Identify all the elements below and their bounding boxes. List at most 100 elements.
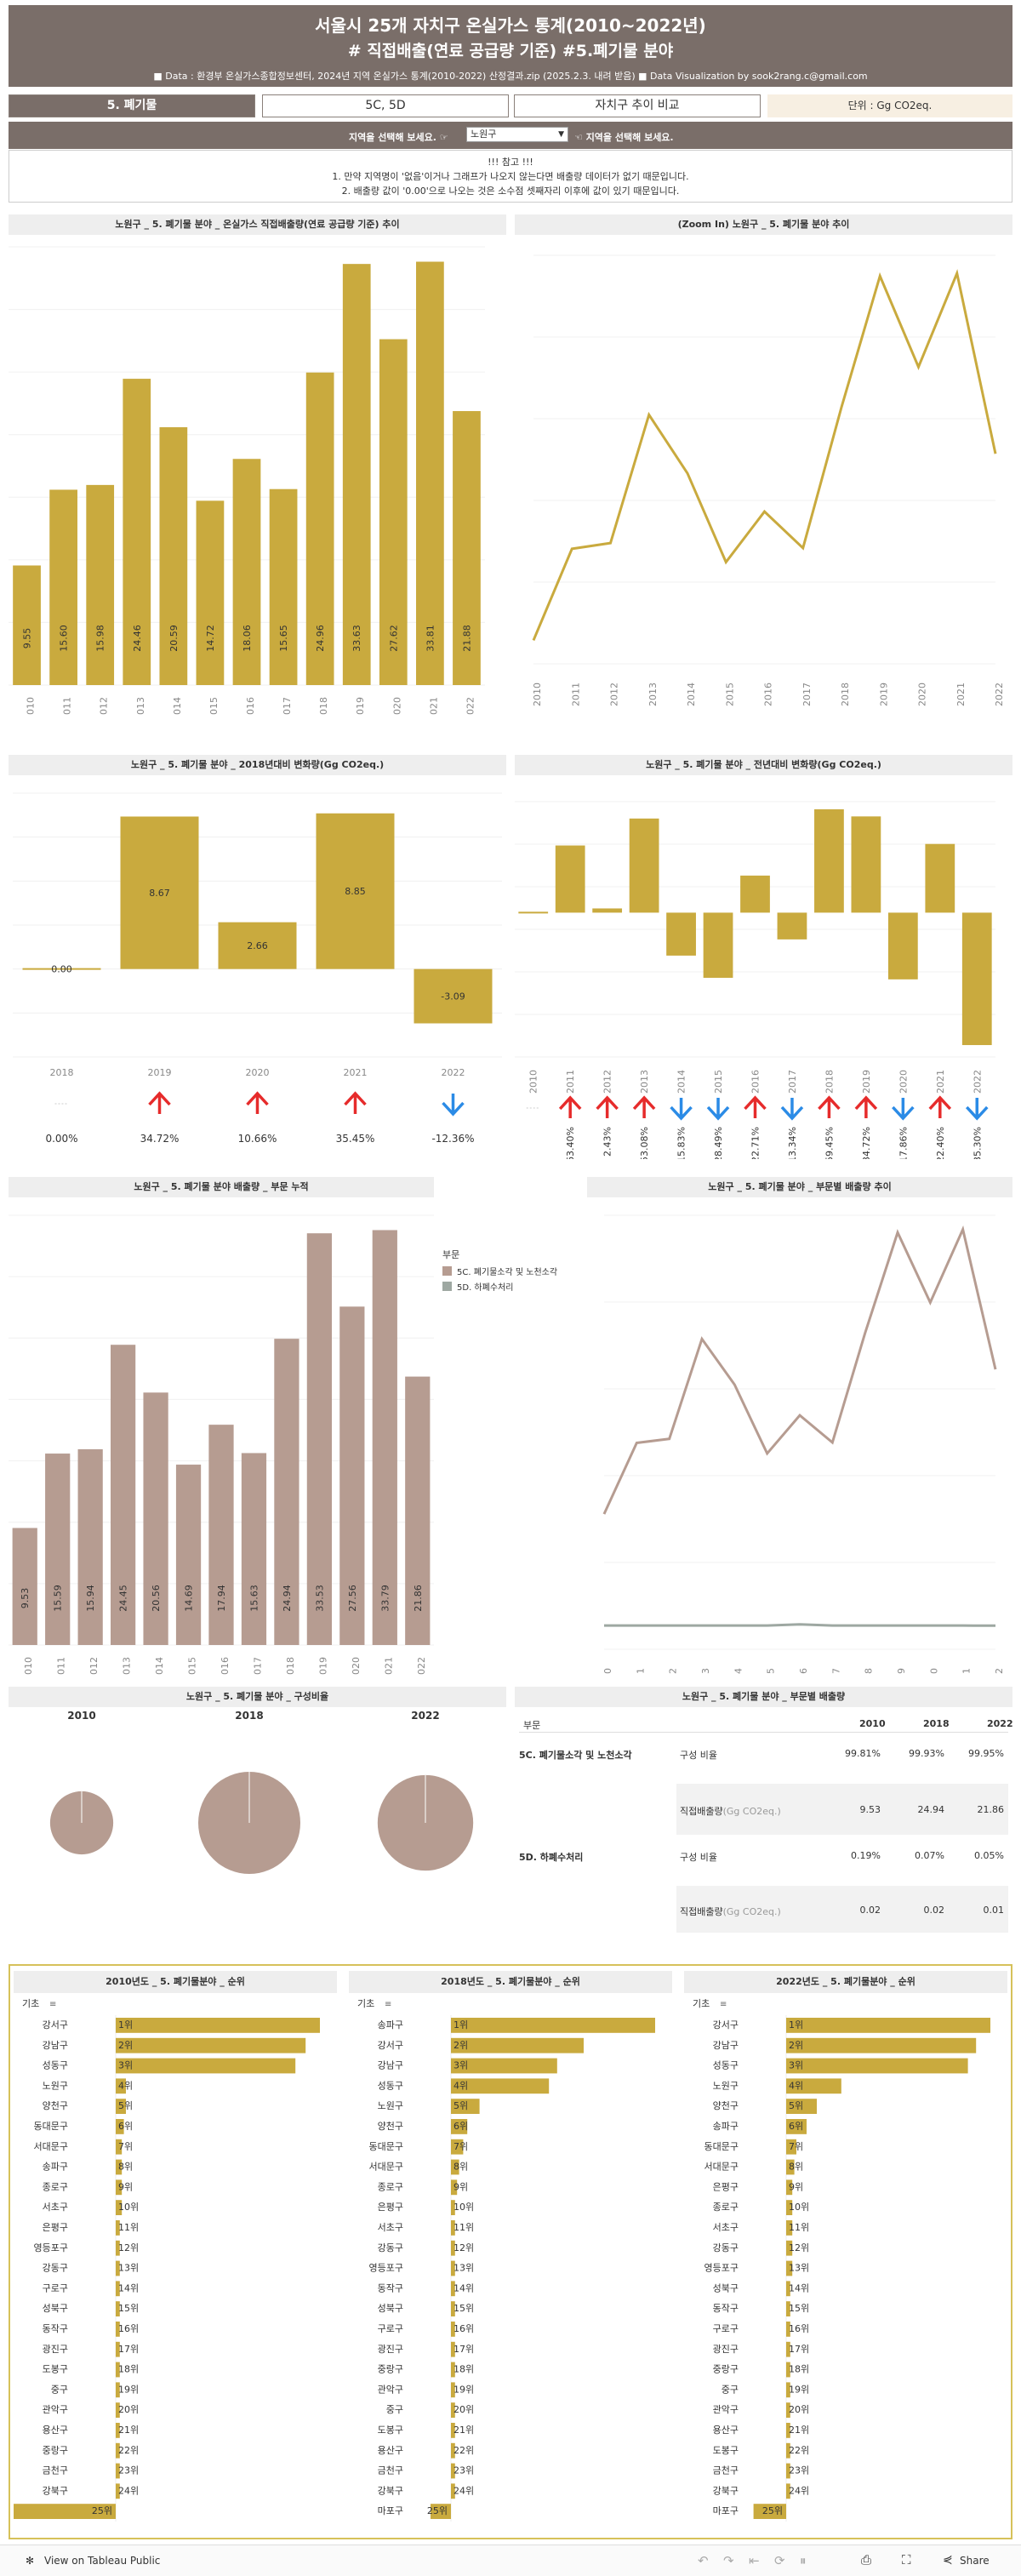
share-icon[interactable]: ⋞ <box>943 2553 953 2567</box>
bar-value-label: 15.59 <box>53 1585 64 1612</box>
x-tick-label: 2015 <box>724 683 735 706</box>
rank-district-label: 송파구 <box>713 2121 739 2132</box>
bar-value-label: 21.86 <box>413 1585 424 1612</box>
rank-label: 8위 <box>453 2162 468 2173</box>
data-source-note: ■ Data : 환경부 온실가스종합정보센터, 2024년 지역 온실가스 통… <box>153 71 868 82</box>
x-tick-label: 2021 <box>344 1067 368 1078</box>
view-on-tableau-link[interactable]: View on Tableau Public <box>44 2555 161 2567</box>
bar <box>453 411 481 685</box>
bar <box>777 912 807 940</box>
x-tick-label: 2015 <box>208 697 220 715</box>
bar-value-label: 20.56 <box>151 1585 162 1612</box>
table-cell: 99.81% <box>845 1748 881 1759</box>
rank-bar <box>786 2119 807 2134</box>
bar <box>372 1230 397 1645</box>
x-tick-label: 2017 <box>830 1668 841 1675</box>
rank-district-label: 영등포구 <box>34 2242 68 2253</box>
yoy-change-chart: 2010 2011 63.40% 2012 2.43% 2013 53.08% 2014 -15… <box>515 801 995 1159</box>
bar-value-label: 24.94 <box>282 1585 293 1612</box>
rank-district-label: 마포구 <box>713 2505 739 2516</box>
x-tick-label: 2018 <box>285 1657 296 1675</box>
x-tick-label: 2016 <box>750 1070 761 1094</box>
pct-change-label: -15.83% <box>676 1127 687 1159</box>
rank-bar <box>451 2119 468 2134</box>
rank-label: 10위 <box>453 2202 474 2213</box>
table-sector-5c: 5C. 폐기물소각 및 노천소각 <box>519 1750 632 1761</box>
rank-label: 6위 <box>453 2121 468 2132</box>
bar <box>316 813 395 969</box>
sector-trend-chart: 2010 2011 2012 2013 2014 2015 2016 2017 2018 2019… <box>602 1214 1005 1675</box>
rank-label: 17위 <box>118 2344 139 2355</box>
emissions-line-chart: 2010 2011 2012 2013 2014 2015 2016 2017 2018 2019… <box>532 254 1005 706</box>
rank-label: 5위 <box>789 2100 803 2111</box>
rank-bar <box>116 2362 120 2378</box>
download-icon[interactable]: ⎙ <box>861 2552 872 2567</box>
rank-district-label: 노원구 <box>43 2080 68 2091</box>
x-tick-label: 2017 <box>801 683 813 706</box>
bar <box>555 845 585 913</box>
rank-bar <box>786 2018 990 2033</box>
legend-swatch <box>442 1282 452 1291</box>
rank-label: 18위 <box>789 2364 809 2375</box>
x-tick-label: 2012 <box>88 1657 100 1675</box>
rank-bar <box>786 2099 817 2114</box>
rank-bar <box>116 2301 120 2316</box>
rank-label: 17위 <box>453 2344 474 2355</box>
rank-district-label: 광진구 <box>713 2344 739 2355</box>
redo-icon[interactable]: ↷ <box>723 2553 734 2568</box>
bar <box>269 488 298 685</box>
table-header-2018: 2018 <box>923 1718 950 1729</box>
rank-header-label: 기초 <box>357 1998 374 2009</box>
rank-district-label: 성동구 <box>713 2060 739 2071</box>
rank-district-label: 중랑구 <box>378 2364 403 2375</box>
table-cell: 0.01 <box>983 1905 1005 1916</box>
rank-bar <box>116 2139 123 2155</box>
rank-district-label: 강서구 <box>43 2019 68 2031</box>
rank-district-label: 용산구 <box>713 2425 739 2436</box>
pause-icon[interactable]: ⏸ <box>800 2553 807 2568</box>
x-tick-label: 2013 <box>700 1668 711 1675</box>
share-button[interactable]: Share <box>960 2555 990 2567</box>
bar-value-label: 27.56 <box>347 1585 358 1612</box>
x-tick-label: 2022 <box>465 697 476 715</box>
x-tick-label: 2014 <box>733 1668 744 1675</box>
bar <box>45 1454 71 1645</box>
rank-label: 18위 <box>453 2364 474 2375</box>
region-dropdown[interactable]: 노원구 ▼ <box>466 127 568 142</box>
rank-bar <box>451 2442 455 2459</box>
revert-icon[interactable]: ⇤ <box>749 2553 760 2568</box>
refresh-icon[interactable]: ⟳ <box>774 2553 785 2568</box>
rank-label: 7위 <box>118 2141 133 2152</box>
bar <box>414 968 493 1024</box>
emissions-bar-chart: 9.55 15.60 15.98 24.46 20.59 14.72 18.06 15.65 2… <box>9 246 485 715</box>
arrow-up-icon <box>854 1095 878 1118</box>
rank-label: 10위 <box>789 2202 809 2213</box>
rank-bar <box>116 2483 120 2499</box>
table-metric-unit: (Gg CO2eq.) <box>722 1806 781 1817</box>
rank-bar <box>451 2159 459 2175</box>
rank-district-label: 강남구 <box>378 2060 403 2071</box>
selector-label-left: 지역을 선택해 보세요. ☞ <box>349 132 448 143</box>
table-header-row: 부문 2010 2018 2022 <box>519 1716 1013 1733</box>
table-header-2010: 2010 <box>859 1718 886 1729</box>
x-tick-label: 2019 <box>317 1657 328 1675</box>
tab-5c-5d[interactable]: 5C, 5D <box>262 94 509 117</box>
rank-district-label: 동작구 <box>43 2323 68 2334</box>
rank-label: 25위 <box>762 2505 783 2516</box>
x-tick-label: 2022 <box>994 1668 1005 1675</box>
x-tick-label: 2022 <box>994 683 1005 706</box>
tab-district-compare[interactable]: 자치구 추이 비교 <box>514 94 761 117</box>
x-tick-label: 2021 <box>428 697 439 715</box>
arrow-down-icon <box>706 1098 730 1121</box>
rank-label: 3위 <box>789 2060 803 2071</box>
fullscreen-icon[interactable]: ⛶ <box>902 2552 911 2567</box>
rank-bar <box>116 2281 120 2297</box>
x-tick-label: 2019 <box>896 1668 907 1675</box>
undo-icon[interactable]: ↶ <box>698 2553 709 2568</box>
tab-waste[interactable]: 5. 폐기물 <box>9 94 255 117</box>
x-tick-label: 2017 <box>282 697 293 715</box>
legend-swatch <box>442 1266 452 1276</box>
table-cell: 0.02 <box>923 1905 945 1916</box>
rank-bar <box>451 2483 455 2499</box>
rank-district-label: 강서구 <box>378 2040 403 2051</box>
